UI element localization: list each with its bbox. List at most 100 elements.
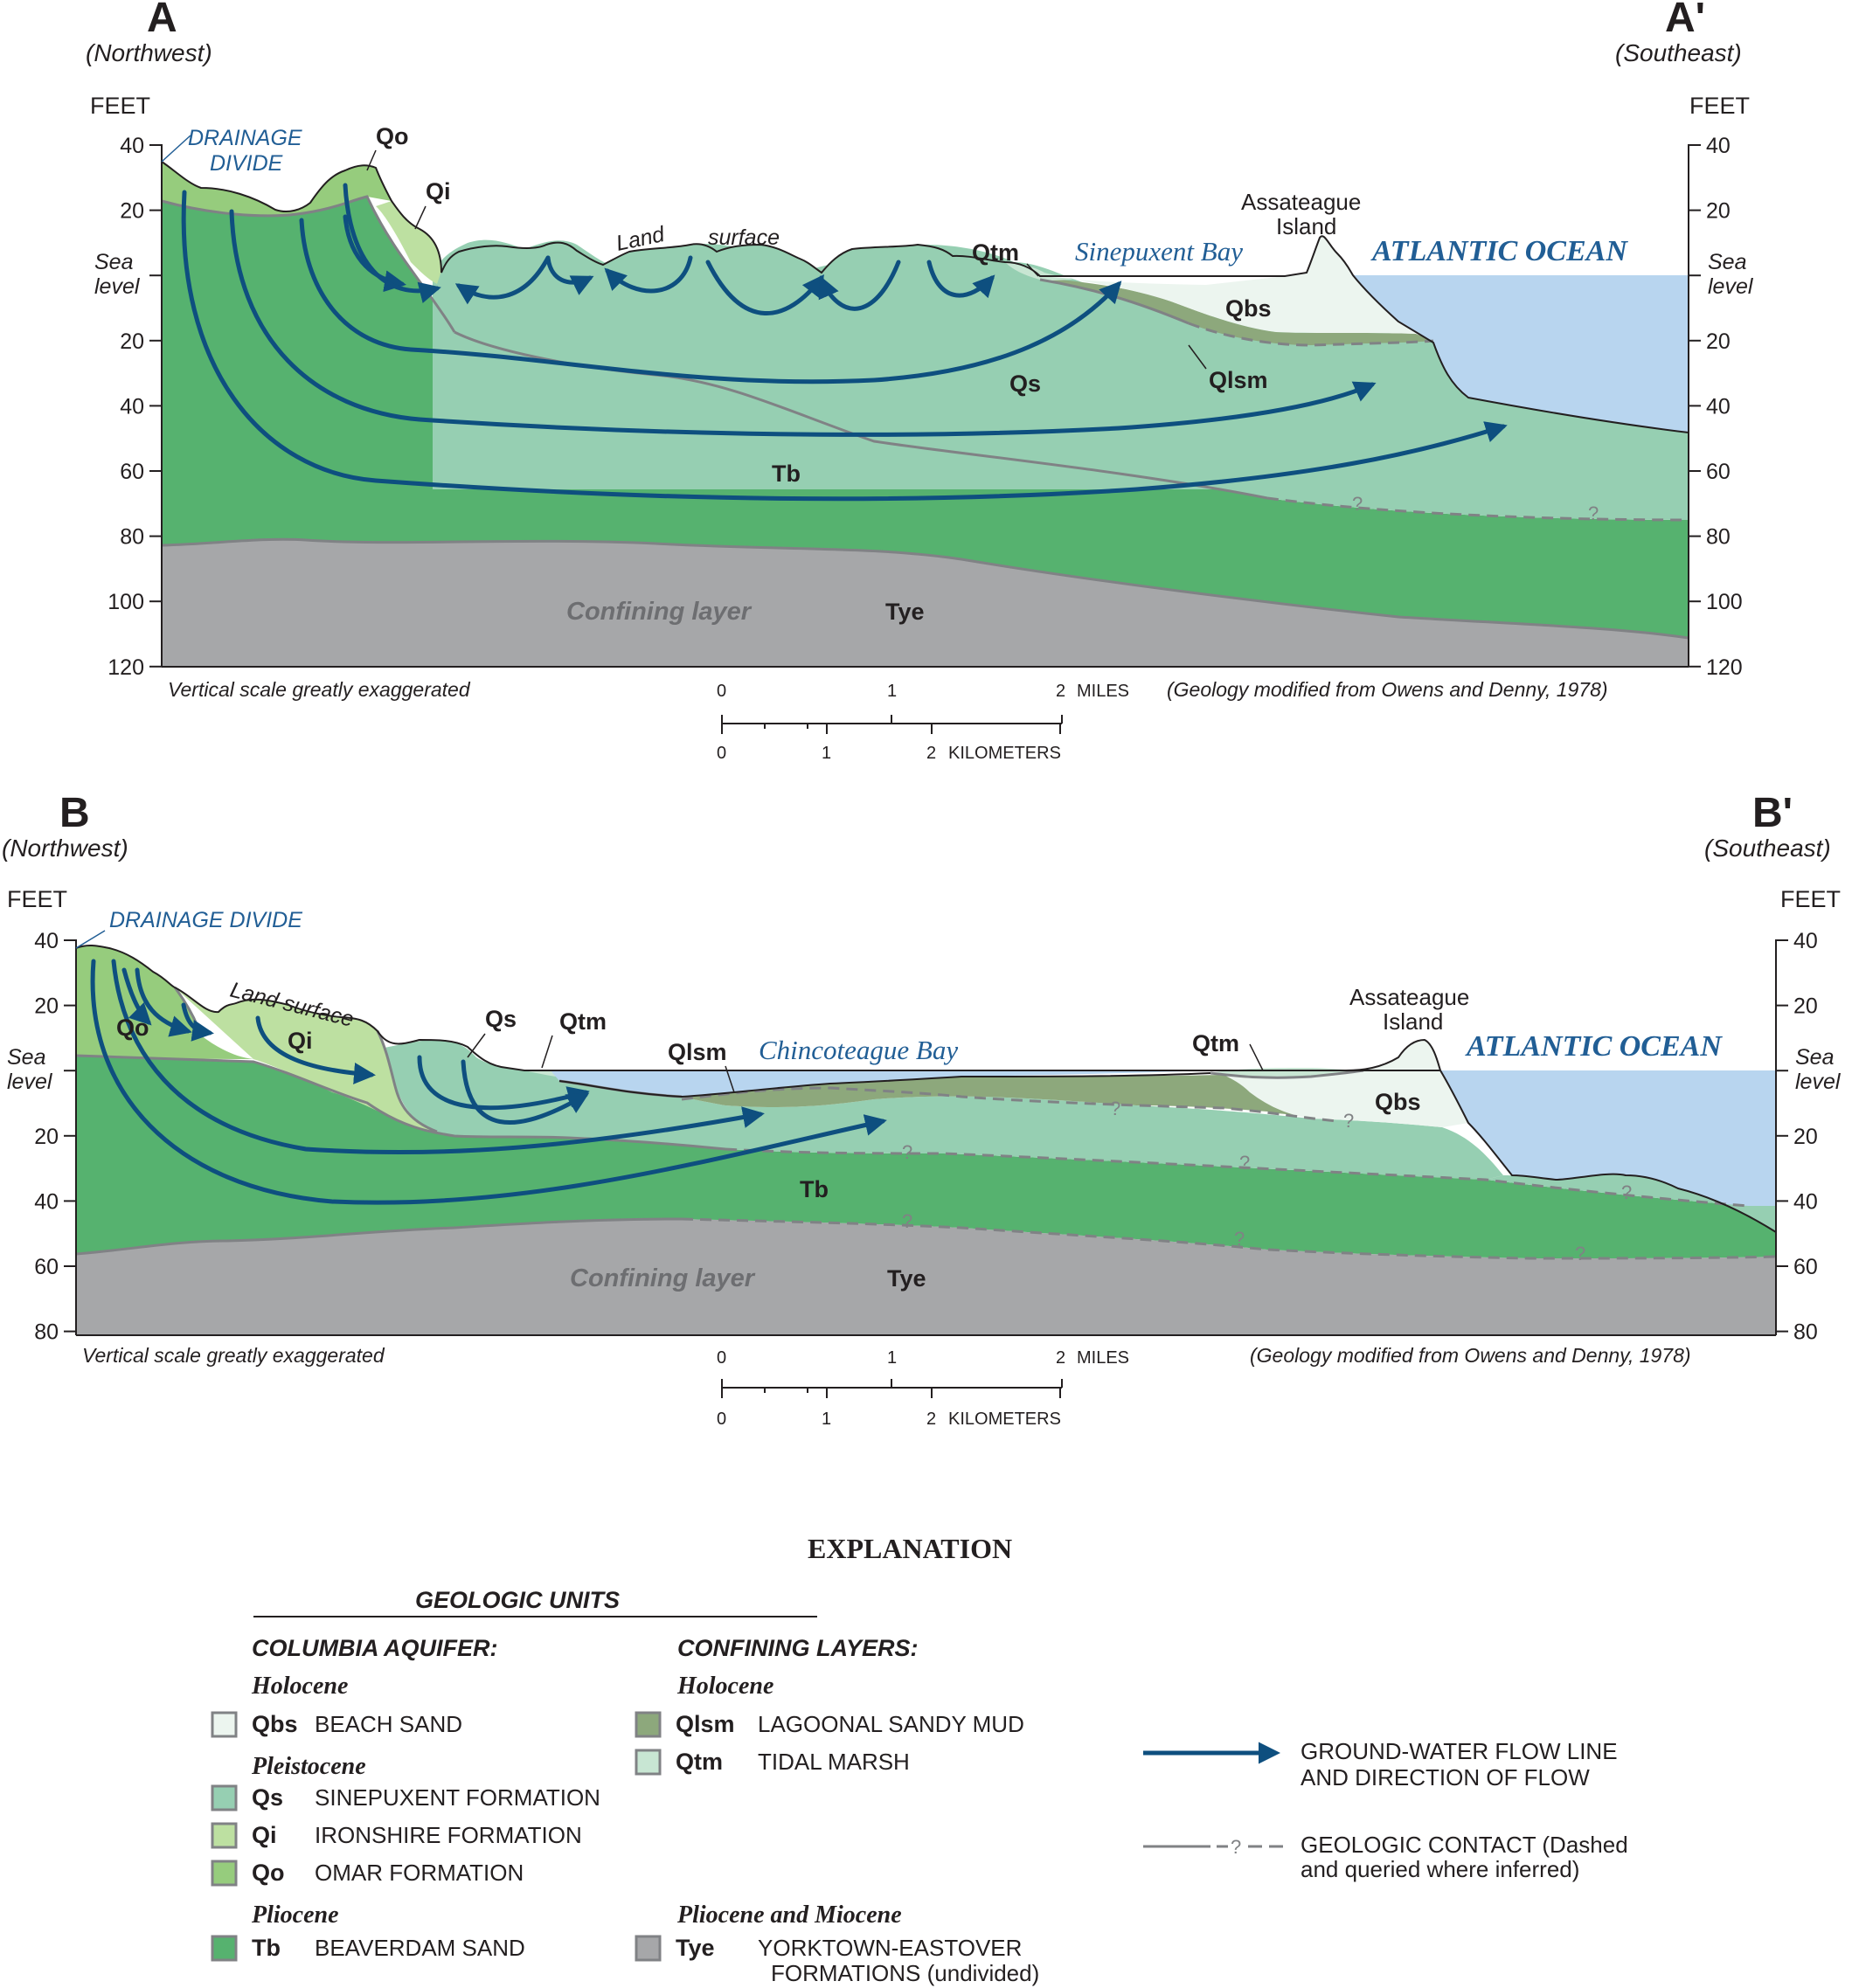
epoch-pliocene: Pliocene xyxy=(251,1901,339,1929)
section-a-flow-line xyxy=(181,190,1508,502)
section-a-qs-upland xyxy=(433,242,1433,489)
svg-text:KILOMETERS: KILOMETERS xyxy=(948,1410,1061,1429)
section-b-flow-line xyxy=(181,1002,214,1042)
section-a-tick-label: 80 xyxy=(1706,525,1731,550)
section-b-query-mark: ? xyxy=(902,1141,912,1163)
legend-symbol-qtm: Qtm xyxy=(676,1749,723,1775)
legend-name-qtm: TIDAL MARSH xyxy=(758,1749,910,1775)
legend-symbol-tye: Tye xyxy=(676,1935,715,1961)
section-b-query-mark: ? xyxy=(1621,1181,1632,1203)
legend-contact-symbol: ? xyxy=(1143,1836,1283,1858)
section-a-tick-label: 100 xyxy=(1706,590,1743,614)
svg-text:MILES: MILES xyxy=(1077,1348,1129,1368)
section-a-left-axis-title: FEET xyxy=(90,93,150,119)
section-a-label-qlsm: Qlsm xyxy=(1209,367,1268,393)
section-a-island-label-1: Assateague xyxy=(1241,189,1361,215)
section-b-flow-line xyxy=(90,959,887,1205)
section-a-ocean-water xyxy=(1353,275,1689,433)
section-a-tick-label: 40 xyxy=(1706,394,1731,419)
section-a-right-direction: (Southeast) xyxy=(1615,39,1742,66)
legend-name-tye-1: YORKTOWN-EASTOVER xyxy=(758,1935,1022,1961)
section-a-flow-line xyxy=(343,183,441,303)
svg-text:1: 1 xyxy=(822,744,831,763)
legend-swatch-qs xyxy=(211,1784,238,1811)
legend-symbol-qi: Qi xyxy=(252,1822,277,1848)
legend-flow-line-2: AND DIRECTION OF FLOW xyxy=(1301,1764,1590,1791)
section-a-qi-layer xyxy=(376,201,441,284)
section-b-flow-line xyxy=(135,967,192,1037)
section-a-label-qi: Qi xyxy=(426,178,451,204)
section-b-query-mark: ? xyxy=(1575,1243,1585,1264)
section-a-label-qo: Qo xyxy=(376,123,409,149)
legend-swatch-qbs xyxy=(211,1711,238,1738)
section-b-tick-label: 40 xyxy=(34,1189,59,1214)
section-b-flow-line xyxy=(111,959,765,1155)
section-a-tick-label: 120 xyxy=(108,655,144,680)
section-a-confining-label: Confining layer xyxy=(566,598,753,626)
section-b-query-mark: ? xyxy=(1343,1110,1354,1132)
section-b-right-letter: B' xyxy=(1752,790,1793,836)
section-b-left-direction: (Northwest) xyxy=(2,835,128,862)
section-a-land-surface xyxy=(161,161,1689,433)
section-b-label-qtm-right: Qtm xyxy=(1192,1030,1239,1056)
section-b-label-qo: Qo xyxy=(116,1015,149,1041)
epoch-holocene-right: Holocene xyxy=(676,1673,773,1700)
legend-symbol-qlsm: Qlsm xyxy=(676,1711,735,1737)
section-b-bay-label: Chincoteague Bay xyxy=(759,1035,958,1065)
section-b-query-mark: ? xyxy=(1234,1228,1245,1250)
section-b-island-label-2: Island xyxy=(1383,1008,1443,1035)
section-a-flow-line xyxy=(545,255,594,295)
section-a-label-qtm: Qtm xyxy=(972,239,1019,266)
svg-text:1: 1 xyxy=(887,682,897,701)
legend-name-tye-2: FORMATIONS (undivided) xyxy=(771,1960,1039,1986)
explanation-title: EXPLANATION xyxy=(808,1533,1012,1564)
section-a-sea-level-left-1: Sea xyxy=(94,250,134,274)
section-a-surface-word: surface xyxy=(708,225,780,250)
legend-name-qbs: BEACH SAND xyxy=(315,1711,462,1737)
section-b-tick-label: 40 xyxy=(1793,1189,1818,1214)
section-a-contact-qs-tb-inferred xyxy=(1266,496,1689,522)
section-b-ticks: 40 40 20 20 20 20 40 40 60 60 80 80 xyxy=(34,929,1818,1345)
section-b-land-surface xyxy=(75,945,1777,1233)
section-b-flow-line xyxy=(461,1059,590,1126)
svg-text:0: 0 xyxy=(717,1410,726,1429)
section-b-contact-qlsm-inferred xyxy=(681,1086,1338,1123)
section-b-tick-label: 80 xyxy=(1793,1320,1818,1345)
section-b-left-axis-title: FEET xyxy=(7,886,67,912)
section-a-tb-layer xyxy=(162,197,1689,638)
legend-swatch-qlsm xyxy=(635,1711,662,1738)
section-b-contact-qtm-right xyxy=(1210,1069,1364,1079)
section-b-tick-label: 60 xyxy=(1793,1255,1818,1279)
section-a-query-mark: ? xyxy=(1588,502,1599,524)
section-a-bay-label: Sinepuxent Bay xyxy=(1075,236,1243,267)
section-a-flow-line xyxy=(299,218,1122,384)
svg-text:1: 1 xyxy=(887,1348,897,1368)
section-a-sea-level-right-2: level xyxy=(1708,274,1754,299)
section-a-tick-label: 100 xyxy=(108,590,144,614)
legend-contact-2: and queried where inferred) xyxy=(1301,1856,1579,1882)
section-b-flow-line xyxy=(255,1015,376,1084)
section-a-tick-label: 80 xyxy=(120,525,144,550)
section-a-tick-label: 40 xyxy=(120,134,144,158)
section-b-sea-level-left-1: Sea xyxy=(7,1045,46,1070)
section-b-bay-floor xyxy=(558,1072,1211,1098)
section-a-bay-water xyxy=(1040,276,1285,284)
legend-contact-1: GEOLOGIC CONTACT (Dashed xyxy=(1301,1832,1628,1858)
section-a-tick-label: 20 xyxy=(1706,329,1731,354)
section-a-vertical-note: Vertical scale greatly exaggerated xyxy=(168,678,471,701)
section-b-qo-layer xyxy=(76,945,253,1059)
section-b-label-tye: Tye xyxy=(887,1265,926,1292)
epoch-pleistocene: Pleistocene xyxy=(251,1753,366,1780)
section-a-flow-line xyxy=(454,255,551,305)
section-a-flow-line xyxy=(343,214,406,293)
section-a-source-note: (Geology modified from Owens and Denny, … xyxy=(1167,678,1608,701)
svg-text:0: 0 xyxy=(717,1348,726,1368)
svg-text:KILOMETERS: KILOMETERS xyxy=(948,744,1061,763)
section-a-tick-label: 60 xyxy=(120,460,144,484)
section-b-tick-label: 20 xyxy=(1793,994,1818,1019)
columbia-aquifer-heading: COLUMBIA AQUIFER: xyxy=(252,1635,497,1661)
section-b-right-axis-title: FEET xyxy=(1780,886,1841,912)
explanation: EXPLANATION GEOLOGIC UNITS COLUMBIA AQUI… xyxy=(211,1533,1628,1986)
section-b-right-direction: (Southeast) xyxy=(1704,835,1831,862)
legend-swatch-qtm xyxy=(635,1749,662,1776)
